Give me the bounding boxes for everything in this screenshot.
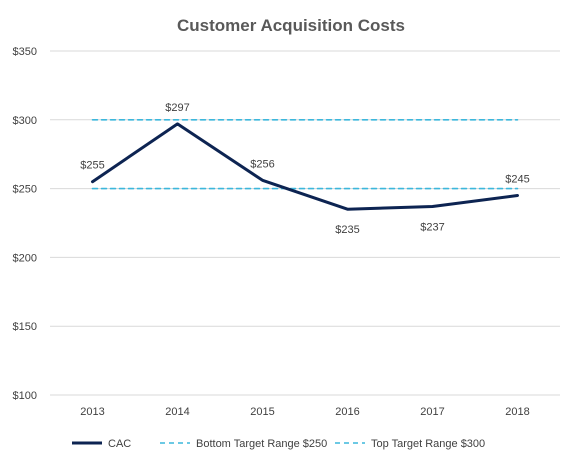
x-tick-label: 2014 bbox=[165, 406, 189, 418]
data-label: $237 bbox=[420, 221, 444, 233]
data-label: $245 bbox=[505, 173, 529, 185]
legend-label: Top Target Range $300 bbox=[371, 438, 485, 450]
y-tick-label: $350 bbox=[13, 46, 37, 58]
x-tick-label: 2017 bbox=[420, 406, 444, 418]
data-label: $255 bbox=[80, 160, 104, 172]
x-tick-label: 2015 bbox=[250, 406, 274, 418]
y-tick-label: $200 bbox=[13, 252, 37, 264]
data-label: $256 bbox=[250, 158, 274, 170]
series-line-cac bbox=[91, 122, 519, 211]
legend-label: Bottom Target Range $250 bbox=[196, 438, 327, 450]
data-label: $235 bbox=[335, 224, 359, 236]
x-tick-label: 2013 bbox=[80, 406, 104, 418]
data-label: $297 bbox=[165, 102, 189, 114]
y-tick-label: $150 bbox=[13, 321, 37, 333]
legend-label: CAC bbox=[108, 438, 131, 450]
data-labels: $255 $297 $256 $235 $237 $245 bbox=[80, 102, 529, 236]
chart-title: Customer Acquisition Costs bbox=[177, 16, 405, 35]
grid-lines bbox=[50, 50, 560, 396]
x-tick-label: 2016 bbox=[335, 406, 359, 418]
y-tick-label: $300 bbox=[13, 115, 37, 127]
series-layer bbox=[91, 119, 519, 211]
y-tick-label: $250 bbox=[13, 184, 37, 196]
y-axis: $100 $150 $200 $250 $300 $350 bbox=[13, 46, 37, 402]
x-tick-label: 2018 bbox=[505, 406, 529, 418]
y-tick-label: $100 bbox=[13, 390, 37, 402]
legend: CAC Bottom Target Range $250 Top Target Ra… bbox=[72, 438, 485, 450]
x-axis: 2013 2014 2015 2016 2017 2018 bbox=[80, 406, 529, 418]
